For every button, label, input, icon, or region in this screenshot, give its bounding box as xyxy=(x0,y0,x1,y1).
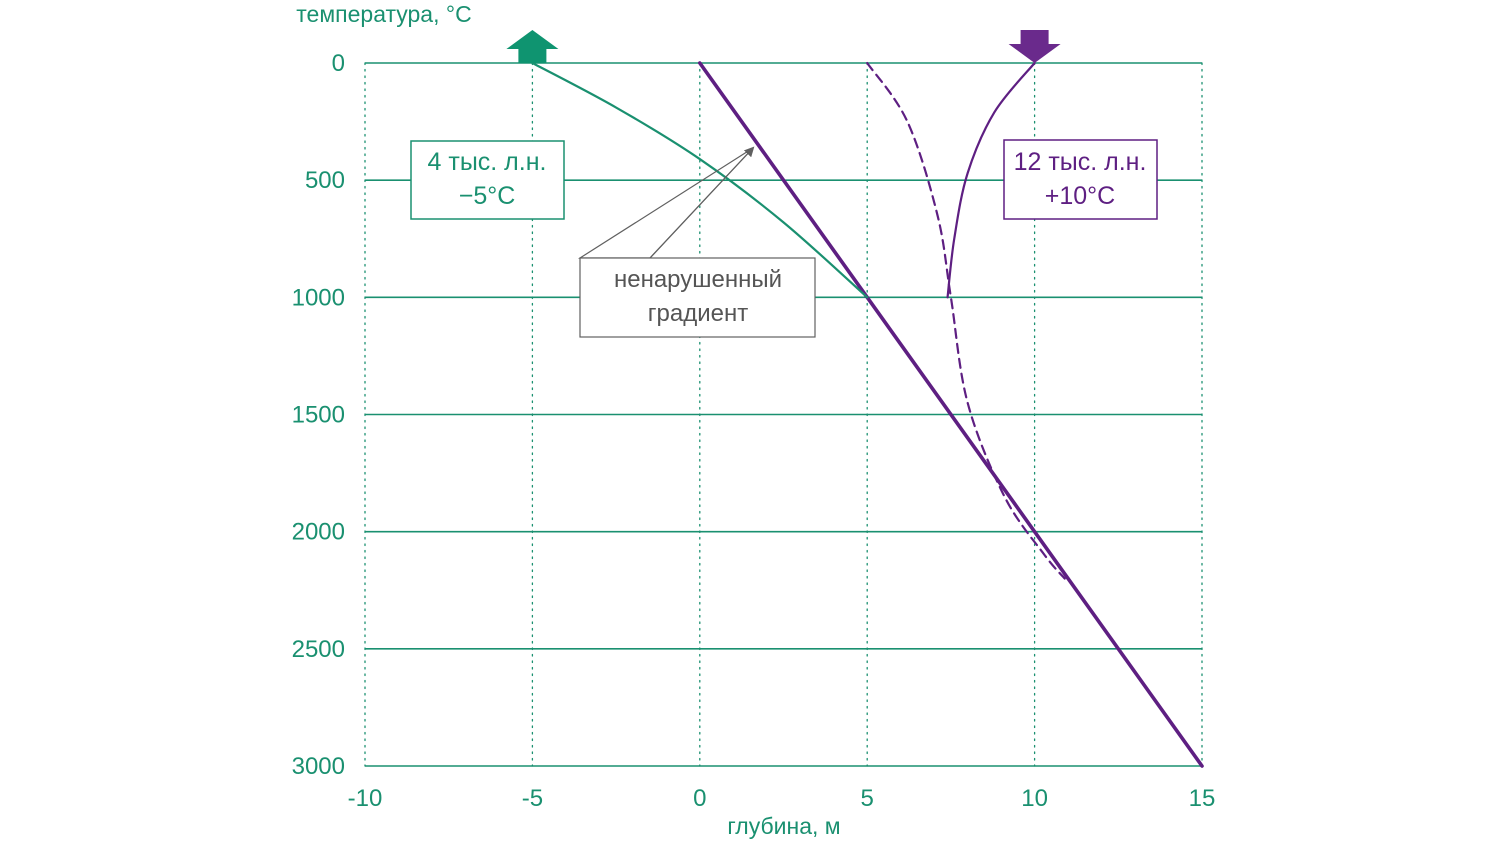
y-tick-label: 2000 xyxy=(292,519,345,546)
undisturbed-gradient-line xyxy=(698,61,1204,768)
x-axis-title: глубина, м xyxy=(727,813,840,839)
green-box-line1: 4 тыс. л.н. xyxy=(428,148,547,176)
green-box-line2: −5°C xyxy=(459,182,516,210)
purple-box-line1: 12 тыс. л.н. xyxy=(1014,148,1147,176)
series xyxy=(531,61,1204,768)
gradient-annotation: ненарушенный градиент xyxy=(577,146,816,338)
gradient-note-line1: ненарушенный xyxy=(614,266,782,293)
green-curve xyxy=(531,61,869,299)
gradient-pointer xyxy=(577,147,754,259)
x-tick-label: -10 xyxy=(348,785,383,812)
x-tick-label: 10 xyxy=(1021,785,1048,812)
markers xyxy=(506,30,1061,63)
y-tick-label: 1500 xyxy=(292,402,345,429)
gradient-arrow xyxy=(649,146,755,259)
gradient-note-line2: градиент xyxy=(648,300,748,327)
y-tick-label: 0 xyxy=(332,50,345,77)
y-tick-label: 500 xyxy=(305,167,345,194)
green-box-frame xyxy=(410,140,565,220)
y-tick-label: 3000 xyxy=(292,753,345,780)
warming-arrow-up-icon xyxy=(506,30,559,63)
y-tick-label: 2500 xyxy=(292,636,345,663)
x-tick-label: 0 xyxy=(693,785,706,812)
purple-annotation-box: 12 тыс. л.н. +10°C xyxy=(1003,139,1158,220)
purple-solid-curve xyxy=(946,61,1036,299)
cooling-arrow-down-icon xyxy=(1008,30,1061,63)
x-tick-label: -5 xyxy=(522,785,543,812)
x-tick-label: 5 xyxy=(861,785,874,812)
gradient-box-frame xyxy=(579,257,816,338)
purple-box-line2: +10°C xyxy=(1045,182,1115,210)
y-tick-label: 1000 xyxy=(292,284,345,311)
purple-box-frame xyxy=(1003,139,1158,220)
green-annotation-box: 4 тыс. л.н. −5°C xyxy=(410,140,565,220)
x-tick-label: 15 xyxy=(1189,785,1216,812)
purple-dashed-curve xyxy=(866,61,1066,580)
axes: температура, °C глубина, м -10 -5 0 5 10 15 0 5… xyxy=(292,1,1216,839)
y-axis-title: температура, °C xyxy=(296,1,471,27)
